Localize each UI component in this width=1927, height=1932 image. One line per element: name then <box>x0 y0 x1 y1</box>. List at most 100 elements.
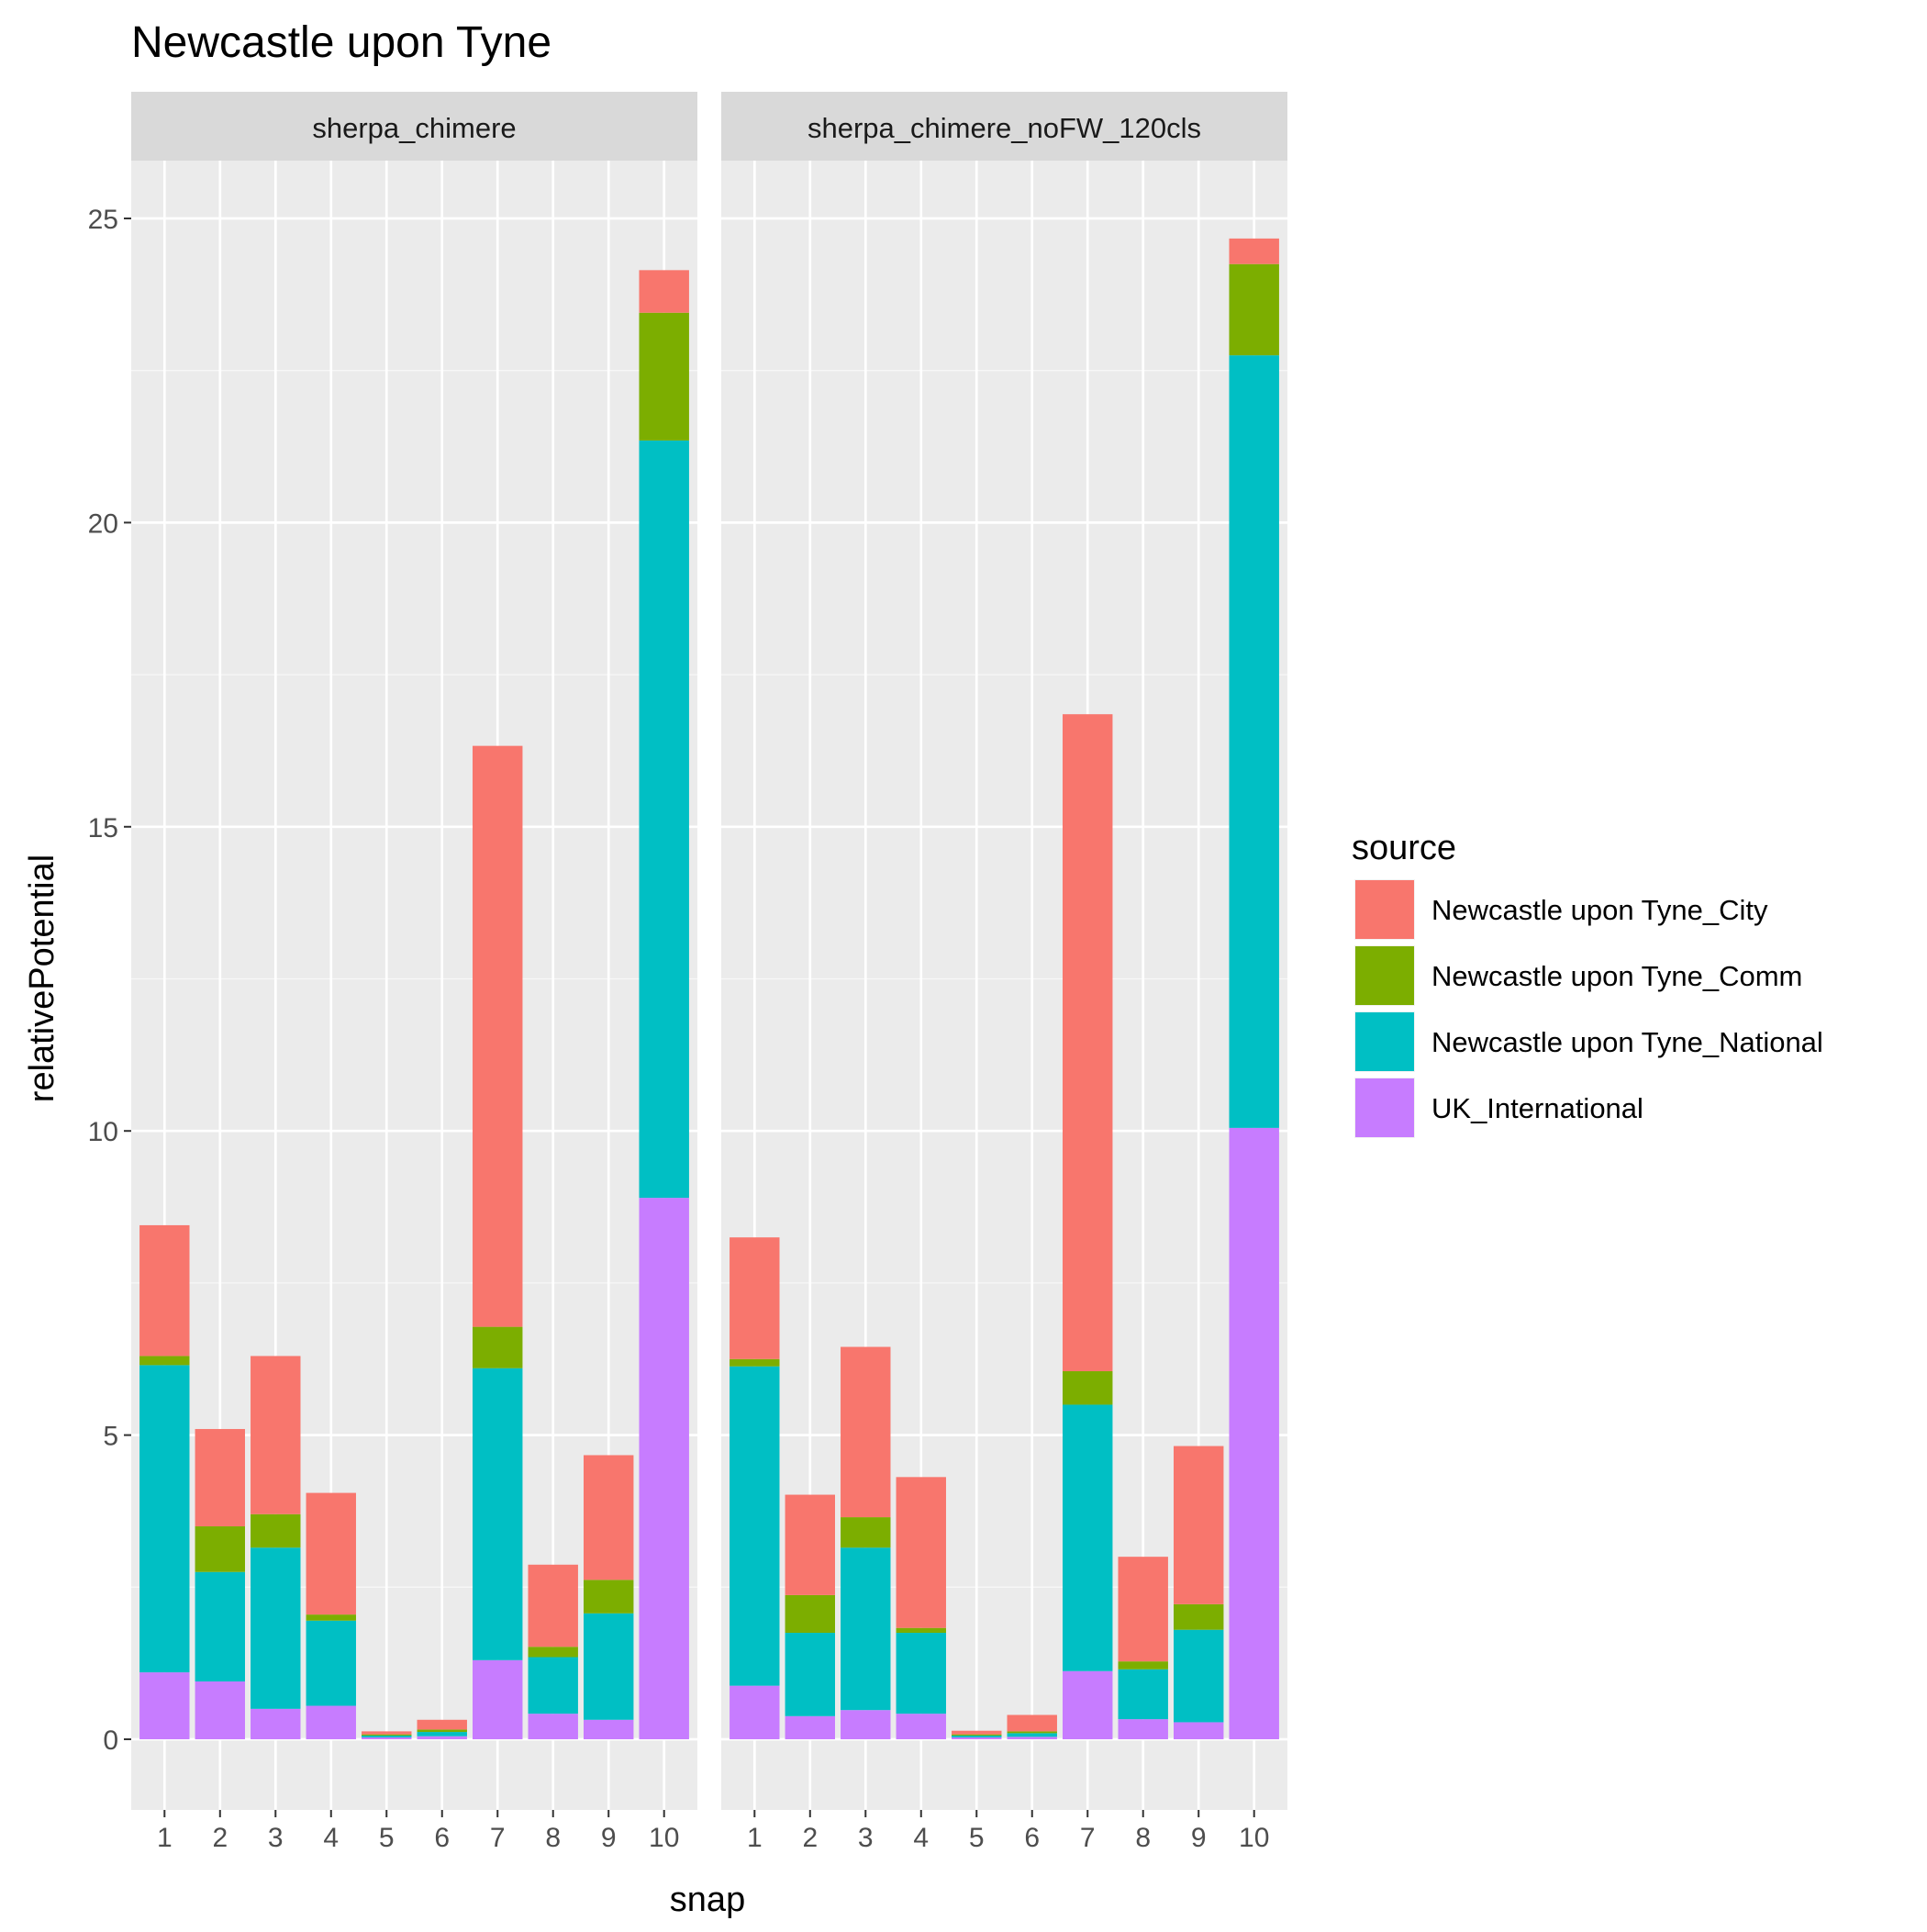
bar-segment <box>841 1517 891 1548</box>
facet-label: sherpa_chimere <box>312 112 516 144</box>
bar-segment <box>1007 1731 1057 1734</box>
bar-segment <box>362 1736 412 1738</box>
bar-segment <box>362 1737 412 1739</box>
bar-segment <box>639 270 689 313</box>
legend-title: source <box>1352 829 1456 867</box>
bar-segment <box>1063 714 1113 1371</box>
bar-segment <box>473 1326 523 1368</box>
bar-segment <box>528 1647 578 1658</box>
x-tick-label: 6 <box>434 1823 450 1853</box>
bar-segment <box>306 1492 356 1615</box>
bar-segment <box>528 1714 578 1739</box>
bar-segment <box>1174 1722 1224 1739</box>
bar-segment <box>730 1358 780 1367</box>
bar-segment <box>251 1547 301 1709</box>
bar-segment <box>584 1455 634 1580</box>
y-tick-label: 0 <box>103 1725 118 1756</box>
legend-swatch <box>1355 1078 1414 1137</box>
bar-segment <box>952 1737 1002 1739</box>
bar-segment <box>896 1633 946 1714</box>
bar-segment <box>1174 1629 1224 1723</box>
bar-segment <box>1063 1404 1113 1671</box>
x-tick-label: 9 <box>1191 1823 1207 1853</box>
bar-segment <box>1118 1719 1168 1739</box>
bar-segment <box>785 1494 835 1595</box>
bar-segment <box>639 312 689 441</box>
legend-label: Newcastle upon Tyne_Comm <box>1431 960 1802 992</box>
bar-segment <box>785 1633 835 1716</box>
bar-segment <box>195 1526 245 1572</box>
bar-segment <box>1007 1733 1057 1737</box>
x-tick-label: 2 <box>212 1823 228 1853</box>
bar-segment <box>473 1659 523 1739</box>
bar-segment <box>584 1613 634 1720</box>
bar-segment <box>1229 1127 1279 1739</box>
bar-segment <box>1229 263 1279 356</box>
facet-strip-1 <box>131 92 697 161</box>
bar-segment <box>639 440 689 1199</box>
x-tick-label: 5 <box>969 1823 985 1853</box>
bar-segment <box>841 1346 891 1518</box>
bar-segment <box>896 1627 946 1634</box>
x-tick-label: 8 <box>1135 1823 1151 1853</box>
bar-segment <box>896 1477 946 1628</box>
bar-segment <box>195 1681 245 1739</box>
bar-segment <box>841 1710 891 1739</box>
bar-segment <box>251 1708 301 1739</box>
bar-segment <box>139 1365 190 1673</box>
bar-segment <box>730 1237 780 1359</box>
x-tick-label: 1 <box>157 1823 173 1853</box>
bar-segment <box>306 1620 356 1706</box>
bar-segment <box>528 1564 578 1647</box>
x-tick-label: 7 <box>490 1823 506 1853</box>
chart-title: Newcastle upon Tyne <box>131 18 551 67</box>
bar-segment <box>473 745 523 1327</box>
legend-swatch <box>1355 880 1414 939</box>
bar-segment <box>896 1714 946 1739</box>
bar-segment <box>251 1513 301 1548</box>
bar-segment <box>417 1719 467 1730</box>
bar-segment <box>528 1657 578 1714</box>
x-tick-label: 3 <box>858 1823 874 1853</box>
x-tick-label: 2 <box>802 1823 818 1853</box>
facet-label: sherpa_chimere_noFW_120cls <box>808 112 1201 144</box>
bar-segment <box>195 1571 245 1682</box>
facet-panel-2: sherpa_chimere_noFW_120cls 1 2 3 4 5 6 7 8 9 10 <box>721 92 1287 1853</box>
facet-strip-2 <box>721 92 1287 161</box>
bar-segment <box>1007 1737 1057 1739</box>
bar-segment <box>251 1356 301 1514</box>
bar-segment <box>306 1705 356 1739</box>
bar-segment <box>730 1366 780 1686</box>
x-axis-title: snap <box>670 1881 745 1919</box>
x-tick-label: 3 <box>268 1823 284 1853</box>
bar-segment <box>952 1730 1002 1735</box>
facet-panel-1: sherpa_chimere 1 2 3 4 5 6 7 8 9 10 <box>131 92 697 1853</box>
y-tick-label: 5 <box>103 1422 118 1452</box>
bar-segment <box>785 1594 835 1634</box>
bar-segment <box>139 1356 190 1366</box>
y-tick-label: 10 <box>88 1117 118 1147</box>
legend: source Newcastle upon Tyne_City Newcastle… <box>1352 829 1823 1138</box>
bar-segment <box>139 1672 190 1739</box>
bar-segment <box>785 1715 835 1739</box>
legend-label: Newcastle upon Tyne_City <box>1431 894 1768 926</box>
bar-segment <box>1118 1557 1168 1662</box>
bar-segment <box>1118 1661 1168 1670</box>
y-tick-label: 25 <box>88 205 118 235</box>
bar-segment <box>952 1734 1002 1737</box>
bar-segment <box>639 1198 689 1739</box>
x-tick-label: 6 <box>1024 1823 1040 1853</box>
bar-segment <box>584 1580 634 1614</box>
bar-segment <box>952 1736 1002 1738</box>
bar-segment <box>1063 1371 1113 1405</box>
bar-segment <box>417 1729 467 1733</box>
y-tick-label: 20 <box>88 508 118 539</box>
bar-segment <box>417 1732 467 1737</box>
bar-segment <box>841 1547 891 1711</box>
x-tick-label: 1 <box>747 1823 763 1853</box>
x-tick-label: 5 <box>379 1823 395 1853</box>
y-axis: 0 5 10 15 20 25 <box>88 205 131 1756</box>
bar-segment <box>1063 1670 1113 1739</box>
bar-segment <box>1229 355 1279 1128</box>
